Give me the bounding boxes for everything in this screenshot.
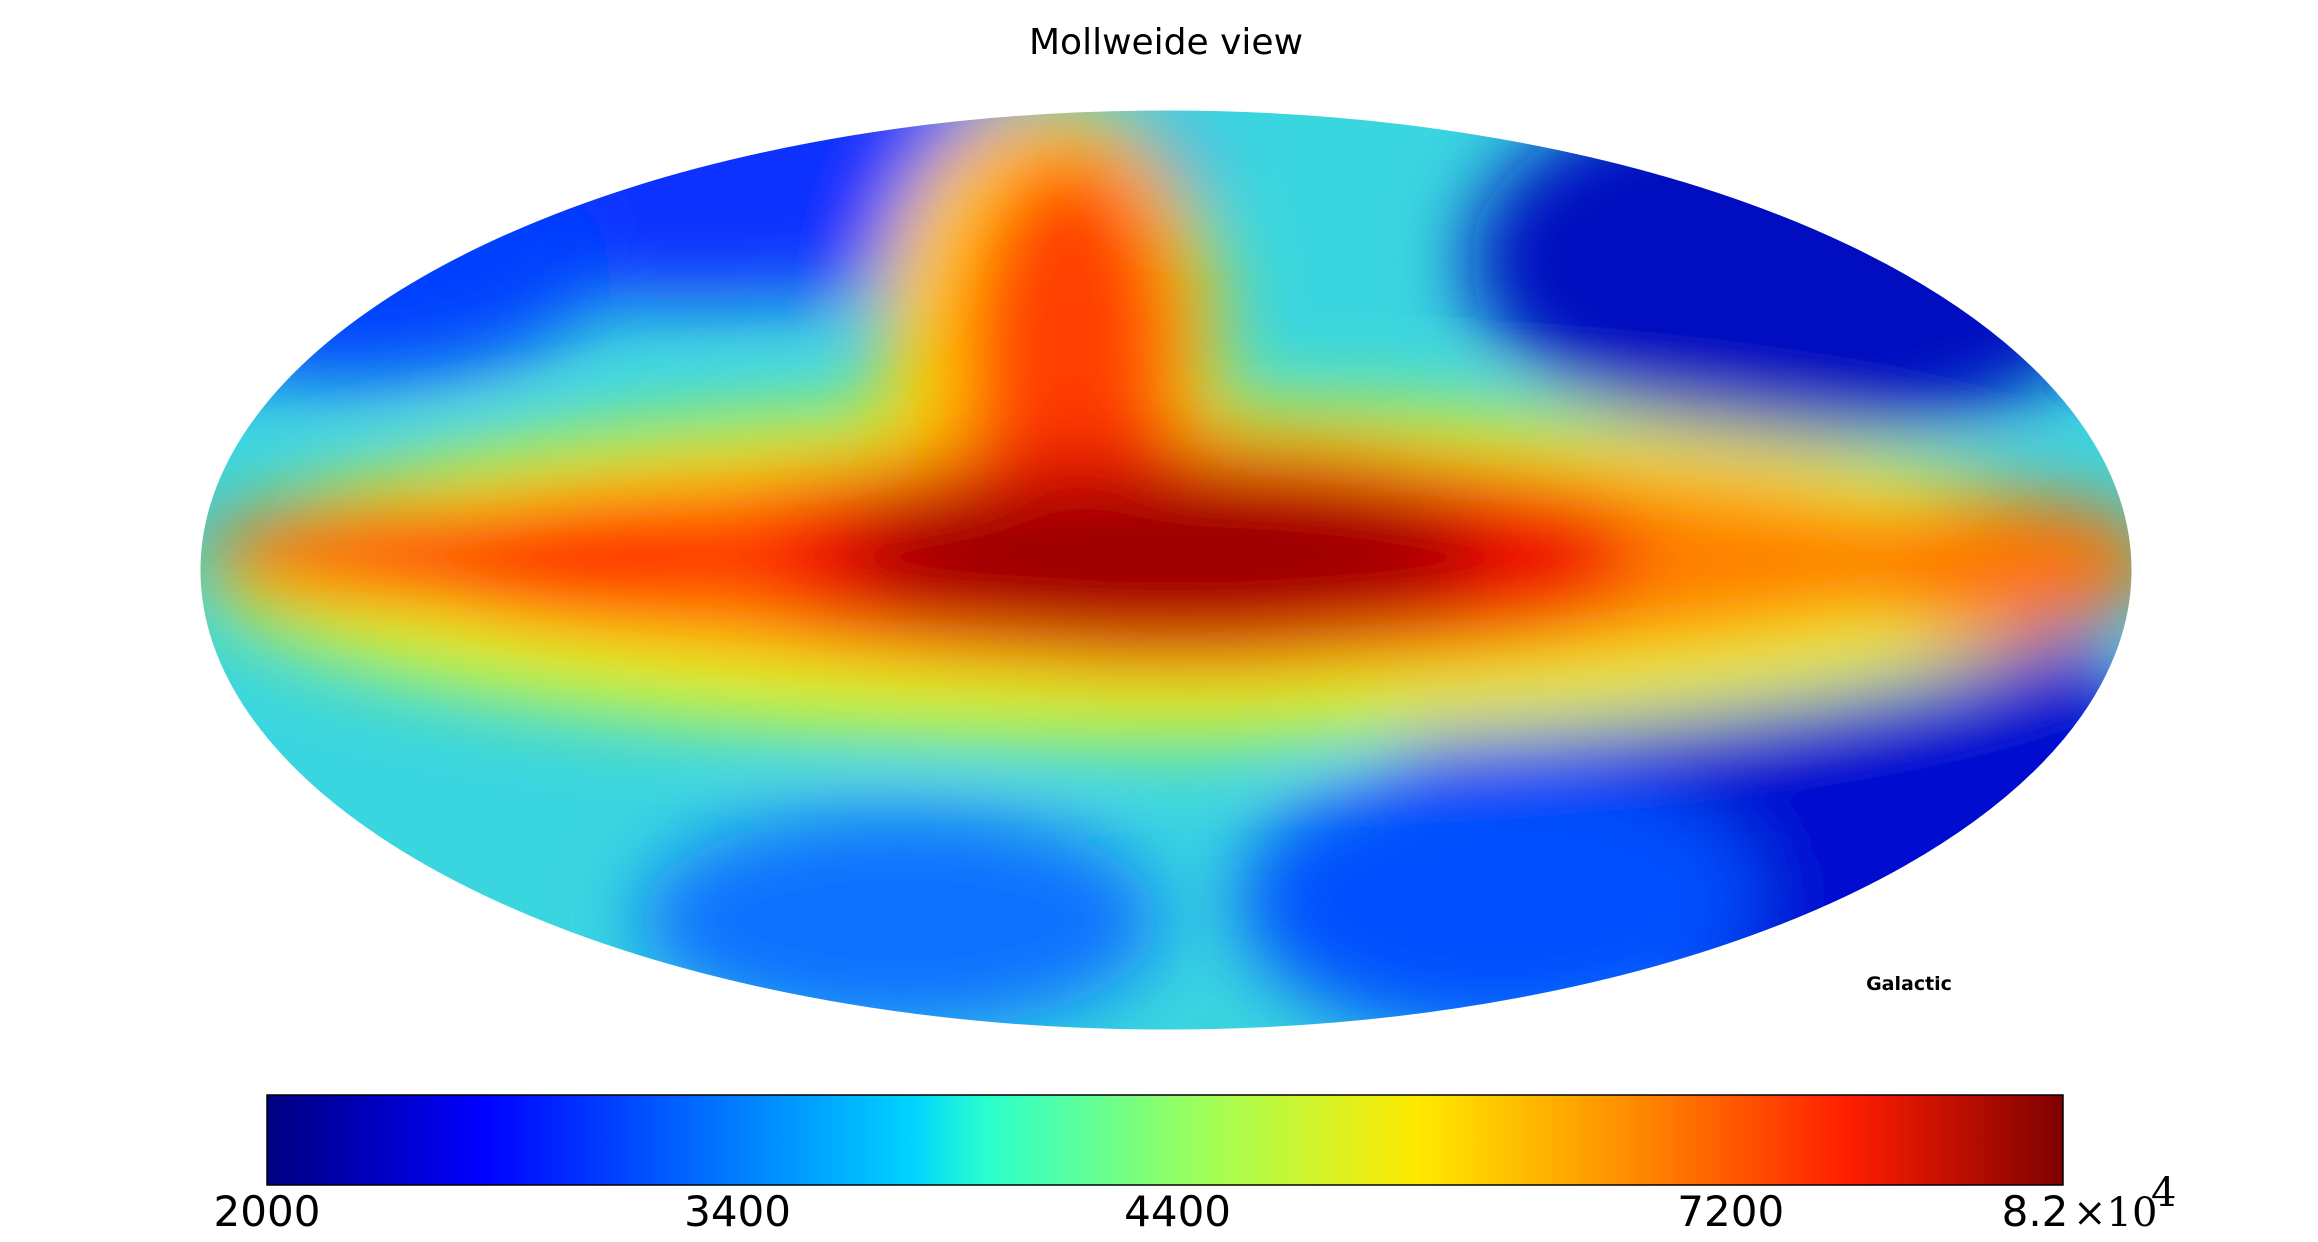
colorbar-ticks: 2000 3400 4400 7200 8.2 ×104 [214,1170,2177,1236]
sky-map [200,110,2132,1030]
colorbar-tick-label: 4400 [1124,1187,1231,1236]
colorbar-tick-label: 7200 [1677,1187,1784,1236]
colorbar-offset: ×10 [2073,1190,2157,1236]
colorbar-tick-label: 2000 [214,1187,321,1236]
colorbar-offset-exponent: 4 [2151,1170,2176,1216]
colorbar-tick-label: 8.2 [2002,1187,2069,1236]
colorbar [266,1094,2064,1186]
coord-label: Galactic [1866,973,1952,995]
map-title: Mollweide view [1029,22,1303,63]
colorbar-tick-label: 3400 [684,1187,791,1236]
map-outline [199,109,2133,1031]
